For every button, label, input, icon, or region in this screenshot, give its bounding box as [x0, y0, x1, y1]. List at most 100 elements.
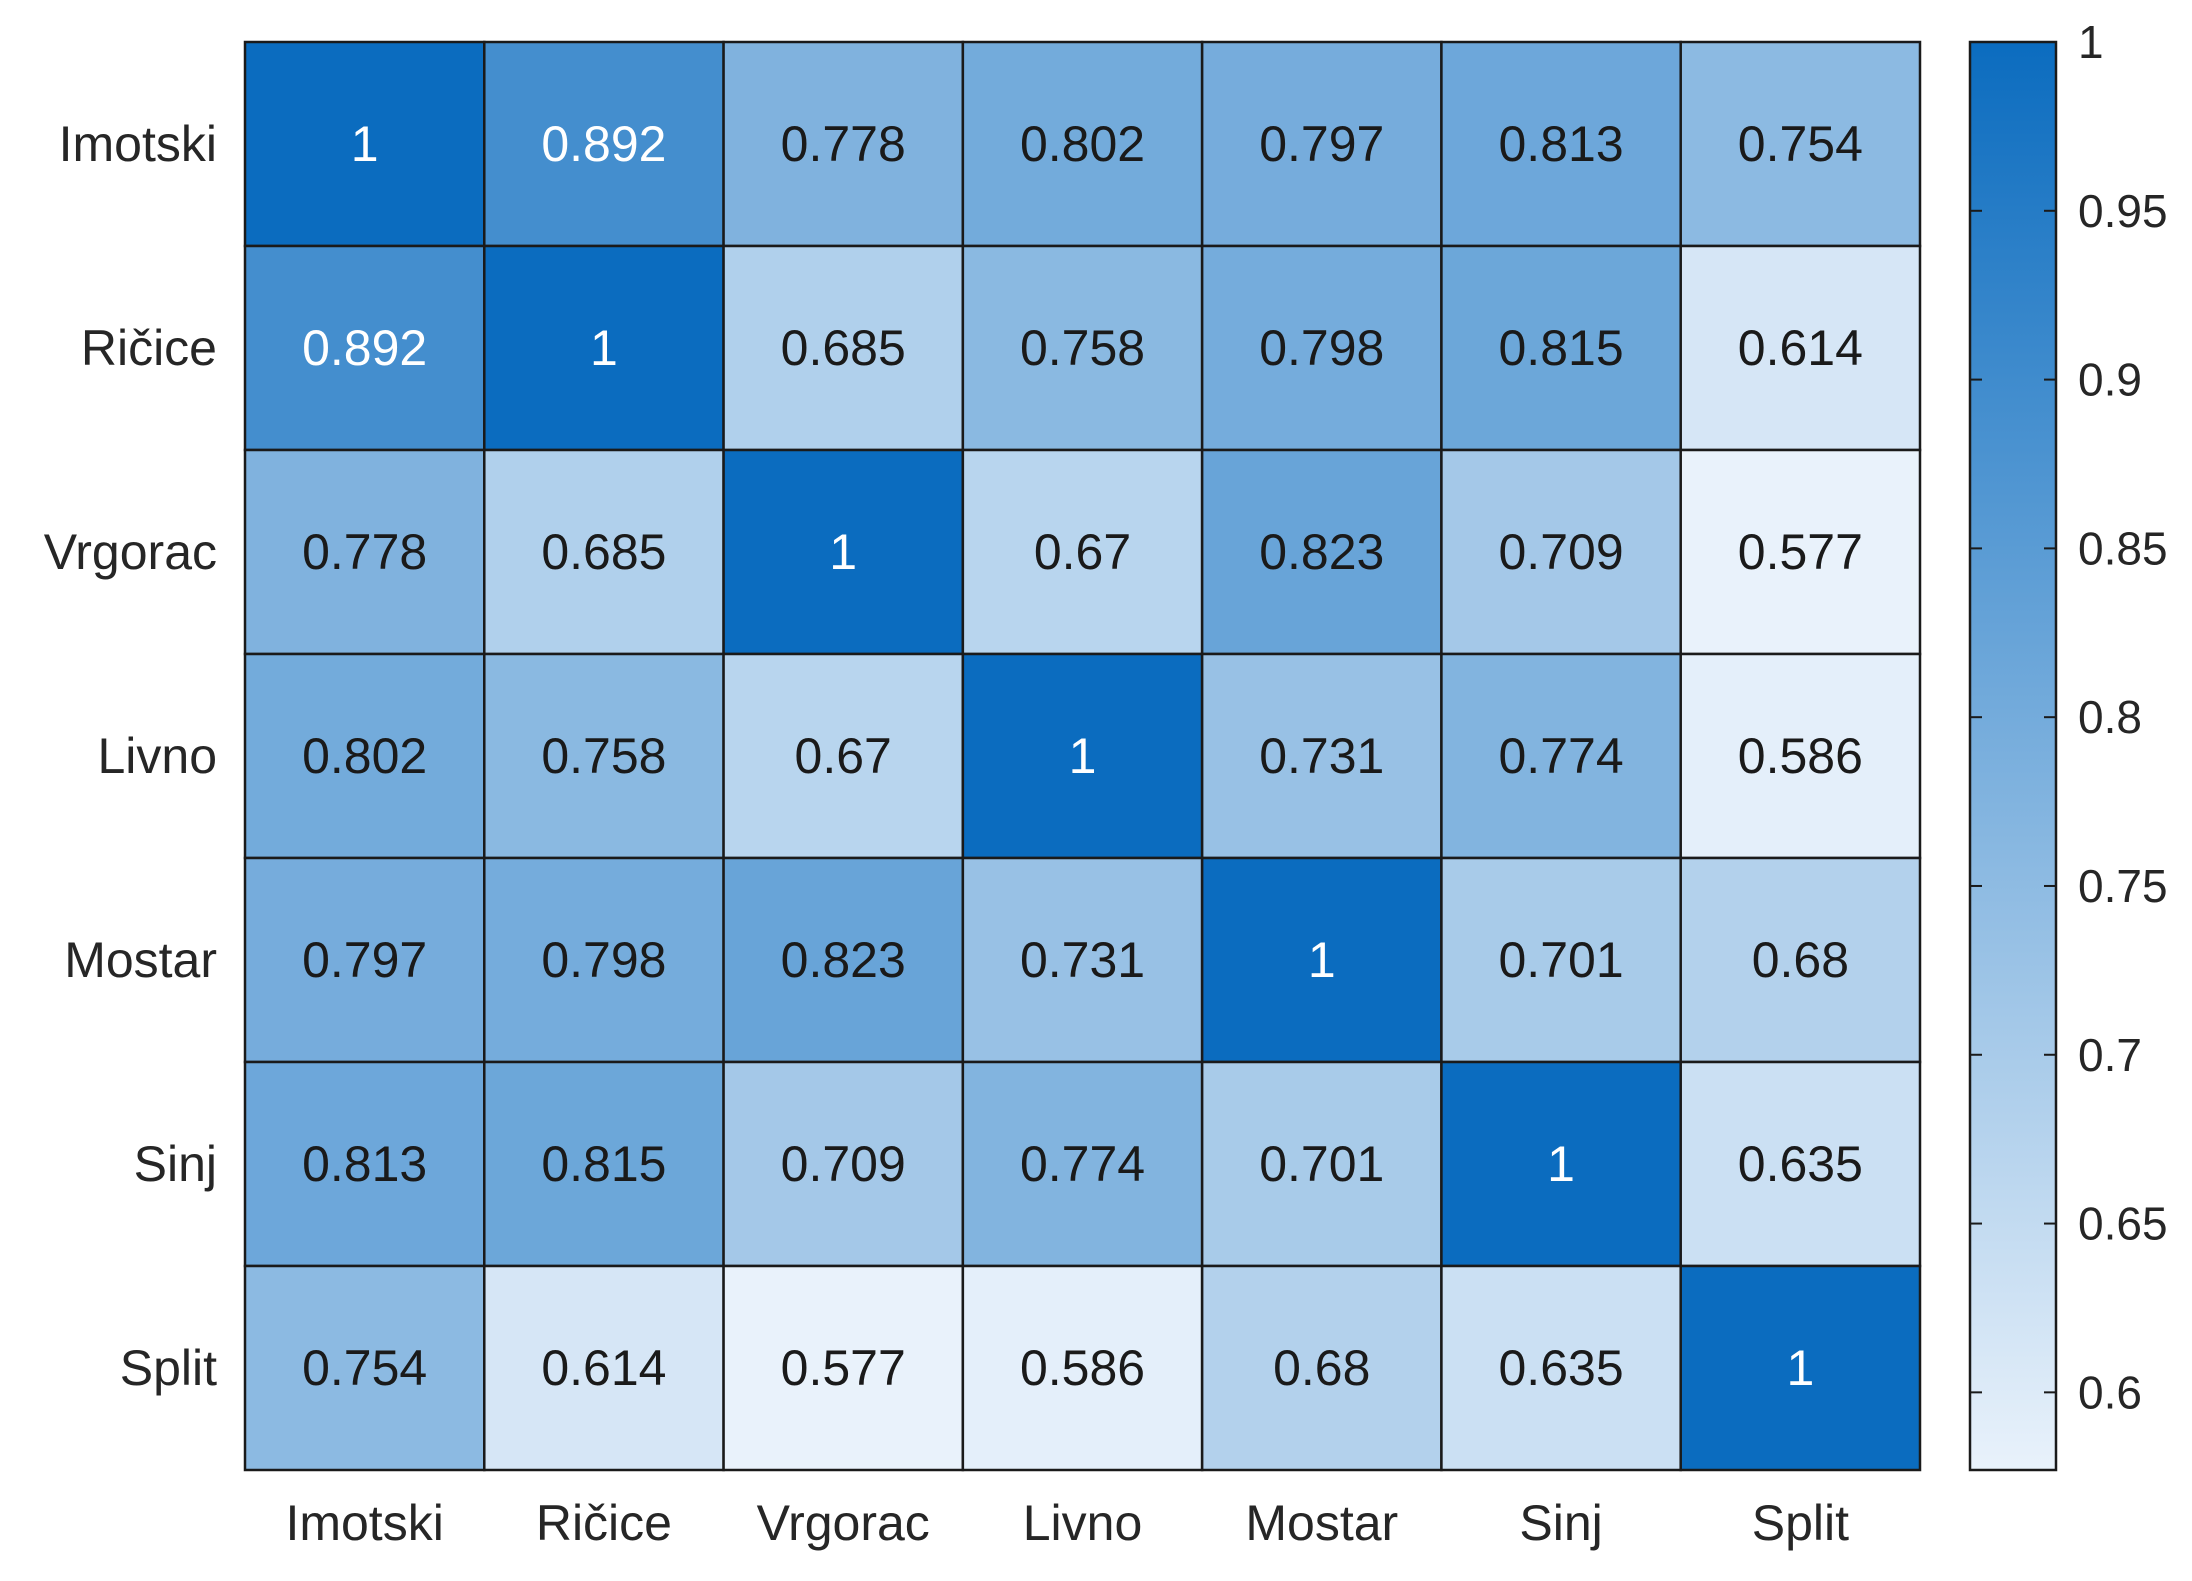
heatmap-cell-label: 0.802: [302, 728, 427, 784]
heatmap-cell-label: 0.577: [1738, 524, 1863, 580]
heatmap-cell: [1200, 1060, 1443, 1268]
heatmap-cell-label: 0.731: [1259, 728, 1384, 784]
heatmap-cell-label: 1: [1786, 1340, 1814, 1396]
heatmap-cell-label: 0.68: [1752, 932, 1849, 988]
heatmap-cell-label: 0.709: [781, 1136, 906, 1192]
heatmap-cell: [961, 652, 1204, 860]
colorbar-tick-label: 0.9: [2078, 354, 2142, 406]
heatmap-cell-label: 1: [1069, 728, 1097, 784]
heatmap-cell-label: 0.758: [541, 728, 666, 784]
y-axis-tick-label: Vrgorac: [44, 524, 217, 580]
heatmap-cell: [243, 244, 486, 452]
x-axis-tick-label: Imotski: [285, 1495, 443, 1551]
colorbar-tick-label: 0.95: [2078, 185, 2168, 237]
heatmap-cell: [1440, 1264, 1682, 1472]
heatmap-cell-label: 0.802: [1020, 116, 1145, 172]
heatmap-cell-label: 0.709: [1499, 524, 1624, 580]
heatmap-cell: [1200, 40, 1443, 248]
x-axis-tick-label: Livno: [1023, 1495, 1143, 1551]
heatmap-cell-label: 0.701: [1259, 1136, 1384, 1192]
heatmap-cell: [1679, 652, 1922, 860]
heatmap-cell-label: 0.67: [795, 728, 892, 784]
heatmap-cell-label: 1: [351, 116, 379, 172]
heatmap-cell-label: 1: [590, 320, 618, 376]
colorbar: 0.6 0.65 0.7 0.75 0.8 0.85 0.9 0.95 1: [1968, 16, 2168, 1472]
heatmap-cell-label: 0.586: [1020, 1340, 1145, 1396]
y-axis-tick-label: Imotski: [59, 116, 217, 172]
colorbar-tick-label: 0.8: [2078, 691, 2142, 743]
heatmap-cell-label: 0.754: [302, 1340, 427, 1396]
y-axis-tick-label: Split: [120, 1340, 217, 1396]
heatmap-cell: [483, 1060, 725, 1268]
heatmap-cell-label: 0.635: [1499, 1340, 1624, 1396]
heatmap-cell-label: 0.614: [1738, 320, 1863, 376]
colorbar-tick-label: 0.75: [2078, 860, 2168, 912]
heatmap-cell: [243, 1264, 486, 1472]
colorbar-tick-label: 0.6: [2078, 1366, 2142, 1418]
heatmap-cell-label: 0.586: [1738, 728, 1863, 784]
heatmap-cell: [1200, 448, 1443, 656]
colorbar-tick-label: 0.7: [2078, 1029, 2142, 1081]
x-axis-tick-label: Mostar: [1245, 1495, 1398, 1551]
heatmap-cell: [722, 856, 965, 1064]
heatmap-cell: [1679, 1264, 1922, 1472]
heatmap-cell: [243, 1060, 486, 1268]
colorbar-tick-label: 0.65: [2078, 1198, 2168, 1250]
heatmap-cell-label: 0.813: [1499, 116, 1624, 172]
heatmap-cell: [722, 448, 965, 656]
heatmap-cell: [722, 1264, 965, 1472]
heatmap-cell: [961, 448, 1204, 656]
x-axis-tick-label: Split: [1752, 1495, 1849, 1551]
heatmap-cell-label: 0.614: [541, 1340, 666, 1396]
heatmap-cell: [483, 40, 725, 248]
x-axis-tick-label: Sinj: [1519, 1495, 1602, 1551]
heatmap-cell-label: 0.685: [781, 320, 906, 376]
heatmap-cell-label: 1: [1308, 932, 1336, 988]
heatmap-cell-label: 1: [829, 524, 857, 580]
heatmap-cell-label: 0.67: [1034, 524, 1131, 580]
heatmap-cell: [243, 856, 486, 1064]
heatmap-cell-label: 0.774: [1499, 728, 1624, 784]
heatmap-cell: [1440, 40, 1682, 248]
heatmap-cell-label: 0.815: [1499, 320, 1624, 376]
heatmap-cell-label: 0.754: [1738, 116, 1863, 172]
heatmap-cell-label: 0.815: [541, 1136, 666, 1192]
heatmap-cells: [243, 40, 1922, 1472]
heatmap-cell-label: 0.797: [1259, 116, 1384, 172]
heatmap-cell-label: 0.892: [302, 320, 427, 376]
heatmap-cell: [1679, 244, 1922, 452]
heatmap-cell-label: 0.68: [1273, 1340, 1370, 1396]
heatmap-cell: [961, 40, 1204, 248]
x-axis-tick-label: Ričice: [536, 1495, 672, 1551]
x-axis-tick-labels: Imotski Ričice Vrgorac Livno Mostar Sinj Split: [285, 1495, 1849, 1551]
heatmap-cell-label: 0.797: [302, 932, 427, 988]
heatmap-cell-label: 0.758: [1020, 320, 1145, 376]
heatmap-cell: [1440, 448, 1682, 656]
heatmap-cell-label: 1: [1547, 1136, 1575, 1192]
y-axis-tick-label: Mostar: [64, 932, 217, 988]
colorbar-tick-label: 1: [2078, 16, 2104, 68]
heatmap-cell: [483, 448, 725, 656]
heatmap-cell-label: 0.823: [781, 932, 906, 988]
heatmap-cell: [961, 1060, 1204, 1268]
heatmap-cell-label: 0.778: [302, 524, 427, 580]
heatmap-cell-label: 0.778: [781, 116, 906, 172]
colorbar-gradient: [1968, 40, 2058, 1472]
heatmap-cell-label: 0.731: [1020, 932, 1145, 988]
heatmap-cell-label: 0.798: [541, 932, 666, 988]
heatmap-cell: [1200, 1264, 1443, 1472]
heatmap-cell: [961, 1264, 1204, 1472]
heatmap-cell: [1200, 244, 1443, 452]
heatmap-cell-label: 0.685: [541, 524, 666, 580]
x-axis-tick-label: Vrgorac: [757, 1495, 930, 1551]
heatmap-cell-label: 0.892: [541, 116, 666, 172]
y-axis-tick-label: Sinj: [134, 1136, 217, 1192]
heatmap-cell: [1679, 856, 1922, 1064]
heatmap-cell: [243, 40, 486, 248]
heatmap-cell-label: 0.823: [1259, 524, 1384, 580]
heatmap-cell-label: 0.635: [1738, 1136, 1863, 1192]
heatmap-cell: [722, 40, 965, 248]
y-axis-tick-label: Ričice: [81, 320, 217, 376]
heatmap-cell-label: 0.577: [781, 1340, 906, 1396]
heatmap-cell-label: 0.701: [1499, 932, 1624, 988]
